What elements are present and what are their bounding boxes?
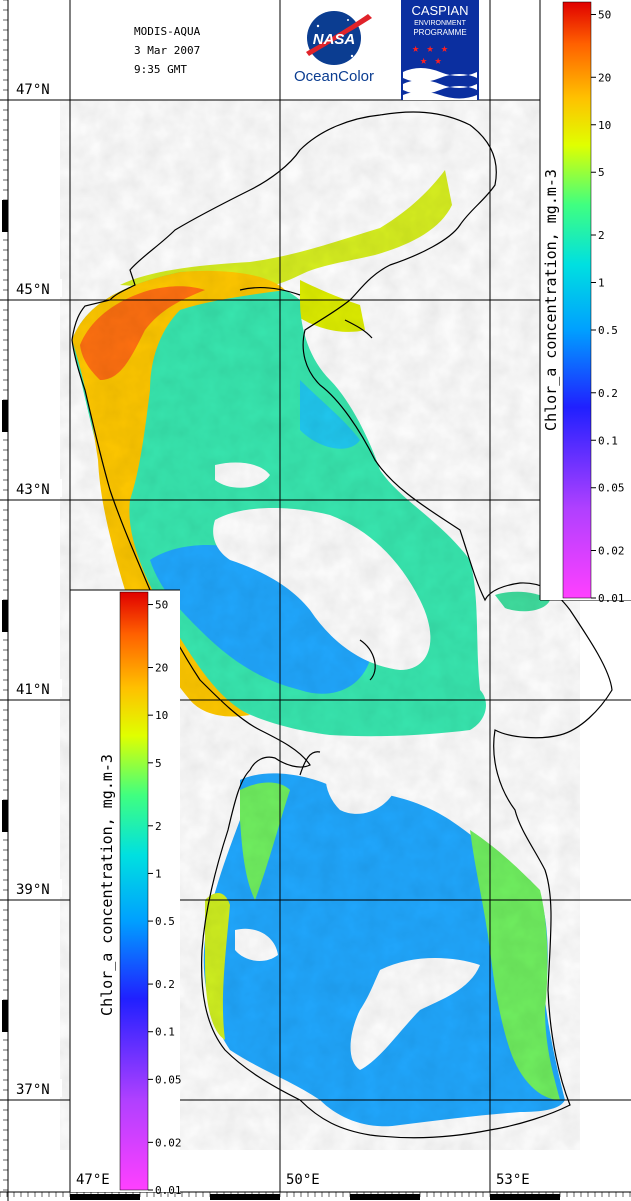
- colorbar-left-title: Chlor_a concentration, mg.m-3: [98, 754, 116, 1016]
- colorbar-tick-label: 0.2: [598, 387, 618, 400]
- colorbar-tick-label: 0.5: [155, 915, 175, 928]
- nasa-wordmark: NASA: [313, 31, 356, 48]
- bottom-scale-ticks: [0, 1191, 631, 1200]
- latitude-labels: 47°N 45°N 43°N 41°N 39°N 37°N: [14, 79, 62, 1098]
- cep-stars-icon: ★ ★ ★: [412, 41, 448, 55]
- lon-label-47-inset: 47°E: [76, 1172, 110, 1188]
- colorbar-tick-label: 2: [598, 229, 605, 242]
- colorbar-tick-label: 0.02: [155, 1136, 182, 1149]
- cep-line-2: ENVIRONMENT: [414, 20, 466, 27]
- lon-label-50: 50°E: [286, 1172, 320, 1188]
- colorbar-tick-label: 0.02: [598, 545, 625, 558]
- colorbar-tick-label: 20: [155, 662, 168, 675]
- colorbar-tick-label: 0.05: [155, 1073, 182, 1086]
- lat-label-39: 39°N: [16, 882, 50, 898]
- sensor-label: MODIS-AQUA: [134, 25, 201, 38]
- time-label: 9:35 GMT: [134, 63, 187, 76]
- colorbar-tick-label: 0.01: [155, 1184, 182, 1197]
- lat-label-37: 37°N: [16, 1082, 50, 1098]
- colorbar-tick-label: 1: [598, 277, 605, 290]
- header-info: MODIS-AQUA 3 Mar 2007 9:35 GMT: [134, 25, 201, 76]
- lon-label-53: 53°E: [496, 1172, 530, 1188]
- colorbar-tick-label: 10: [598, 119, 611, 132]
- colorbar-tick-label: 5: [598, 166, 605, 179]
- lat-label-45: 45°N: [16, 282, 50, 298]
- colorbar-right: Chlor_a concentration, mg.m-3 50 20 10 5 2 1 0…: [539, 0, 631, 605]
- cep-line-3: PROGRAMME: [413, 28, 466, 37]
- colorbar-left: Chlor_a concentration, mg.m-3 50 20 10 5 2 1 0…: [69, 589, 182, 1197]
- colorbar-right-title: Chlor_a concentration, mg.m-3: [542, 169, 560, 431]
- colorbar-tick-label: 20: [598, 71, 611, 84]
- colorbar-tick-label: 50: [598, 8, 611, 21]
- coastline: [71, 111, 613, 1139]
- cep-logo: CASPIAN ENVIRONMENT PROGRAMME ★ ★ ★ ★ ★: [401, 0, 479, 100]
- colorbar-tick-label: 1: [155, 867, 162, 880]
- nasa-logo: NASA OceanColor: [294, 11, 374, 85]
- colorbar-tick-label: 0.05: [598, 482, 625, 495]
- lat-label-41: 41°N: [16, 682, 50, 698]
- lat-label-47: 47°N: [16, 82, 50, 98]
- colorbar-tick-label: 0.2: [155, 978, 175, 991]
- cep-stars-icon-2: ★ ★: [420, 53, 442, 67]
- colorbar-tick-label: 5: [155, 757, 162, 770]
- colorbar-tick-label: 0.5: [598, 324, 618, 337]
- colorbar-tick-label: 10: [155, 709, 168, 722]
- date-label: 3 Mar 2007: [134, 44, 200, 57]
- oceancolor-caption: OceanColor: [294, 68, 374, 85]
- colorbar-tick-label: 2: [155, 820, 162, 833]
- colorbar-tick-label: 0.1: [598, 434, 618, 447]
- left-scale-ticks: [2, 0, 9, 1201]
- colorbar-tick-label: 50: [155, 599, 168, 612]
- colorbar-tick-label: 0.1: [155, 1026, 175, 1039]
- cep-line-1: CASPIAN: [411, 3, 468, 18]
- colorbar-tick-label: 0.01: [598, 592, 625, 605]
- lat-label-43: 43°N: [16, 482, 50, 498]
